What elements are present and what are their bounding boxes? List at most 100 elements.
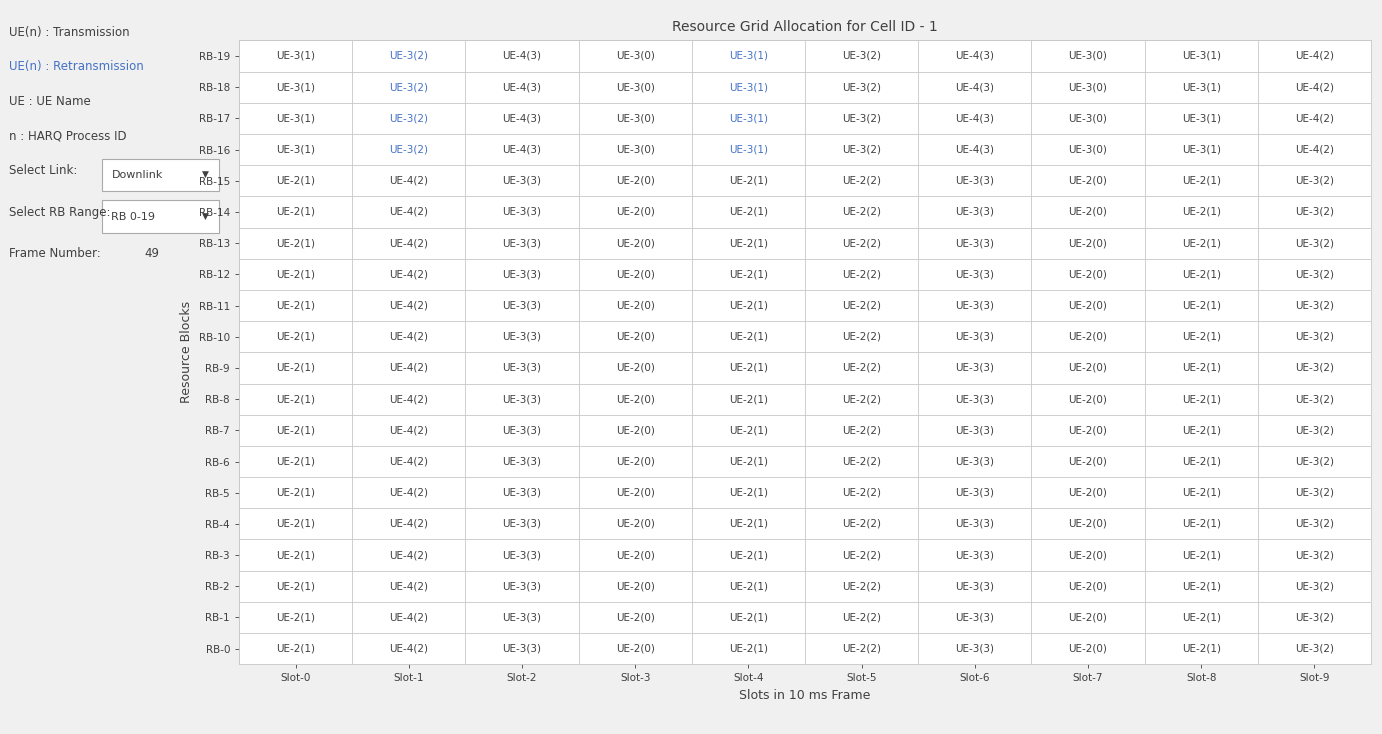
Text: UE-4(3): UE-4(3) — [955, 145, 994, 155]
Text: UE-3(3): UE-3(3) — [503, 550, 542, 560]
Text: UE-2(2): UE-2(2) — [842, 612, 882, 622]
Text: UE-2(0): UE-2(0) — [616, 519, 655, 529]
Text: UE-2(1): UE-2(1) — [728, 519, 768, 529]
Text: UE-3(3): UE-3(3) — [503, 644, 542, 654]
Text: UE-3(3): UE-3(3) — [955, 425, 994, 435]
Text: UE-2(0): UE-2(0) — [616, 457, 655, 467]
Text: UE-2(0): UE-2(0) — [616, 207, 655, 217]
Text: UE-4(2): UE-4(2) — [390, 207, 428, 217]
Text: UE-3(3): UE-3(3) — [503, 363, 542, 373]
Text: UE-3(1): UE-3(1) — [1182, 113, 1220, 123]
Text: UE-2(1): UE-2(1) — [728, 175, 768, 186]
Text: UE-2(1): UE-2(1) — [728, 612, 768, 622]
Text: UE-4(2): UE-4(2) — [390, 363, 428, 373]
Text: UE-2(2): UE-2(2) — [842, 425, 882, 435]
Text: UE-2(0): UE-2(0) — [616, 238, 655, 248]
Text: UE-2(1): UE-2(1) — [1182, 363, 1220, 373]
Text: UE-4(3): UE-4(3) — [955, 82, 994, 92]
Text: UE-3(2): UE-3(2) — [1295, 519, 1334, 529]
Text: UE-2(0): UE-2(0) — [1068, 425, 1107, 435]
Text: UE-4(2): UE-4(2) — [390, 300, 428, 310]
Text: UE-2(1): UE-2(1) — [728, 269, 768, 280]
Text: UE-2(1): UE-2(1) — [1182, 238, 1220, 248]
Text: UE-2(1): UE-2(1) — [1182, 300, 1220, 310]
Text: UE-4(2): UE-4(2) — [1295, 82, 1334, 92]
Text: UE-2(0): UE-2(0) — [1068, 581, 1107, 592]
Text: UE-2(2): UE-2(2) — [842, 238, 882, 248]
Text: UE-4(3): UE-4(3) — [503, 51, 542, 61]
Text: UE-2(1): UE-2(1) — [276, 425, 315, 435]
Text: UE-2(0): UE-2(0) — [1068, 612, 1107, 622]
Text: UE-3(3): UE-3(3) — [955, 394, 994, 404]
Text: UE-4(2): UE-4(2) — [390, 550, 428, 560]
Text: UE-3(2): UE-3(2) — [1295, 238, 1334, 248]
Text: UE-3(2): UE-3(2) — [1295, 612, 1334, 622]
Text: UE-2(1): UE-2(1) — [728, 644, 768, 654]
Text: UE-4(3): UE-4(3) — [503, 145, 542, 155]
Text: UE-3(2): UE-3(2) — [1295, 457, 1334, 467]
Text: UE-2(0): UE-2(0) — [1068, 519, 1107, 529]
Text: UE-3(3): UE-3(3) — [503, 269, 542, 280]
Text: UE-2(0): UE-2(0) — [616, 394, 655, 404]
Text: UE-2(0): UE-2(0) — [616, 332, 655, 342]
Text: UE-2(0): UE-2(0) — [1068, 332, 1107, 342]
Text: UE-3(2): UE-3(2) — [390, 113, 428, 123]
Text: UE-2(2): UE-2(2) — [842, 175, 882, 186]
Text: UE-3(3): UE-3(3) — [503, 487, 542, 498]
Text: UE-2(2): UE-2(2) — [842, 394, 882, 404]
Text: UE(n) : Retransmission: UE(n) : Retransmission — [10, 60, 144, 73]
Text: UE-2(0): UE-2(0) — [616, 175, 655, 186]
Text: UE-3(3): UE-3(3) — [503, 519, 542, 529]
Text: UE-2(0): UE-2(0) — [616, 581, 655, 592]
Text: UE-3(0): UE-3(0) — [1068, 82, 1107, 92]
Text: UE-2(2): UE-2(2) — [842, 269, 882, 280]
Text: UE-2(0): UE-2(0) — [616, 487, 655, 498]
Text: UE-2(0): UE-2(0) — [616, 363, 655, 373]
Text: UE-2(1): UE-2(1) — [1182, 457, 1220, 467]
Text: 49: 49 — [144, 247, 159, 261]
Text: UE-2(1): UE-2(1) — [276, 550, 315, 560]
Text: UE-2(1): UE-2(1) — [276, 363, 315, 373]
Text: UE-3(2): UE-3(2) — [1295, 487, 1334, 498]
Text: UE-3(3): UE-3(3) — [503, 425, 542, 435]
Title: Resource Grid Allocation for Cell ID - 1: Resource Grid Allocation for Cell ID - 1 — [672, 20, 938, 34]
Text: UE-3(0): UE-3(0) — [1068, 113, 1107, 123]
Text: UE-4(3): UE-4(3) — [503, 82, 542, 92]
Text: UE-2(0): UE-2(0) — [1068, 300, 1107, 310]
Text: UE-3(1): UE-3(1) — [276, 145, 315, 155]
Text: UE-2(2): UE-2(2) — [842, 487, 882, 498]
Text: UE-4(2): UE-4(2) — [390, 581, 428, 592]
Text: UE-2(1): UE-2(1) — [1182, 175, 1220, 186]
Text: UE-3(0): UE-3(0) — [616, 82, 655, 92]
Text: UE-3(1): UE-3(1) — [276, 82, 315, 92]
Text: UE-2(1): UE-2(1) — [1182, 269, 1220, 280]
Text: Frame Number:: Frame Number: — [10, 247, 101, 261]
Text: UE-2(2): UE-2(2) — [842, 519, 882, 529]
Text: UE-3(3): UE-3(3) — [955, 550, 994, 560]
Text: UE(n) : Transmission: UE(n) : Transmission — [10, 26, 130, 39]
Text: UE-2(1): UE-2(1) — [276, 581, 315, 592]
Text: UE-2(0): UE-2(0) — [616, 550, 655, 560]
Text: UE-2(1): UE-2(1) — [276, 175, 315, 186]
Text: UE-2(1): UE-2(1) — [276, 457, 315, 467]
Text: UE-3(3): UE-3(3) — [955, 644, 994, 654]
Text: UE-4(2): UE-4(2) — [390, 175, 428, 186]
Text: UE-2(1): UE-2(1) — [728, 487, 768, 498]
Text: UE : UE Name: UE : UE Name — [10, 95, 91, 108]
Text: UE-3(3): UE-3(3) — [955, 332, 994, 342]
Text: UE-3(2): UE-3(2) — [390, 82, 428, 92]
Y-axis label: Resource Blocks: Resource Blocks — [180, 301, 193, 404]
Text: UE-3(3): UE-3(3) — [503, 207, 542, 217]
Text: UE-2(0): UE-2(0) — [1068, 207, 1107, 217]
Text: UE-2(1): UE-2(1) — [728, 394, 768, 404]
Text: UE-3(2): UE-3(2) — [1295, 550, 1334, 560]
Text: UE-3(2): UE-3(2) — [842, 51, 882, 61]
Text: UE-3(1): UE-3(1) — [276, 51, 315, 61]
Text: UE-2(2): UE-2(2) — [842, 332, 882, 342]
Text: UE-3(3): UE-3(3) — [503, 238, 542, 248]
Text: UE-3(2): UE-3(2) — [842, 113, 882, 123]
Text: UE-3(3): UE-3(3) — [955, 300, 994, 310]
Text: UE-2(2): UE-2(2) — [842, 550, 882, 560]
Text: UE-2(1): UE-2(1) — [276, 519, 315, 529]
Text: UE-2(1): UE-2(1) — [276, 612, 315, 622]
